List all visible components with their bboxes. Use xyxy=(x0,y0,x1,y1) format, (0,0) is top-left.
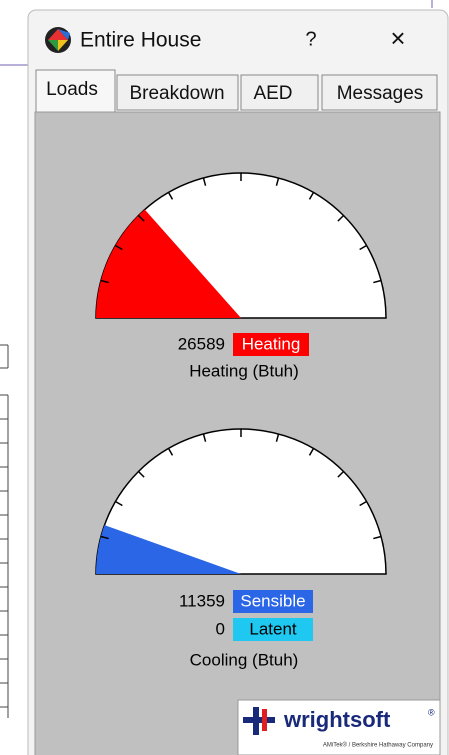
latent-tag: Latent xyxy=(249,619,297,638)
tab-active[interactable] xyxy=(35,69,116,113)
app-icon xyxy=(45,27,71,53)
tab[interactable] xyxy=(240,74,319,111)
logo-registered: ® xyxy=(428,707,435,717)
sensible-tag: Sensible xyxy=(240,591,305,610)
tab[interactable] xyxy=(116,74,239,111)
gauge-ticks xyxy=(100,429,382,540)
gauge-tick xyxy=(167,192,174,200)
tab[interactable] xyxy=(321,74,438,111)
sensible-value: 11359 xyxy=(179,591,225,610)
sensible-tag-bg xyxy=(233,590,313,613)
heating-value: 26589 xyxy=(178,334,225,353)
gauge-tick xyxy=(137,470,145,478)
gauge-tick xyxy=(373,535,382,540)
gauge-tick xyxy=(202,177,207,186)
gauge-tick xyxy=(137,214,145,222)
heating-tag: Heating xyxy=(242,334,301,353)
gauge-tick xyxy=(202,433,207,442)
logo-mark xyxy=(243,707,275,735)
tab-label[interactable]: Messages xyxy=(337,83,424,104)
cooling-wedge xyxy=(96,525,241,574)
gauge-ticks xyxy=(100,173,382,284)
tab-label[interactable]: Loads xyxy=(46,79,98,100)
gauge-tick xyxy=(275,177,280,186)
help-button[interactable]: ? xyxy=(305,28,316,50)
tab-label[interactable]: Breakdown xyxy=(129,83,224,104)
gauge-tick xyxy=(373,279,382,284)
gauge-tick xyxy=(308,192,315,200)
cooling-gauge xyxy=(95,428,387,575)
gauge-tick xyxy=(275,433,280,442)
cooling-caption: Cooling (Btuh) xyxy=(190,650,299,669)
latent-value: 0 xyxy=(216,619,225,638)
logo-box xyxy=(237,699,441,755)
gauge-tick xyxy=(100,535,109,540)
heating-wedge xyxy=(95,209,241,318)
gauge-tick xyxy=(115,500,123,507)
logo-name: wrightsoft xyxy=(283,707,391,732)
heating-tag-bg xyxy=(233,333,309,356)
gauge-tick xyxy=(359,500,367,507)
latent-tag-bg xyxy=(233,618,313,641)
gauge-tick xyxy=(115,244,123,251)
heating-caption: Heating (Btuh) xyxy=(189,361,299,380)
window-title: Entire House xyxy=(80,29,201,52)
close-button[interactable]: × xyxy=(390,23,405,53)
gauge-tick xyxy=(359,244,367,251)
gauge-tick xyxy=(337,214,345,222)
background-sheet xyxy=(0,0,433,718)
gauge-tick xyxy=(337,470,345,478)
logo-tagline: AMiTek® / Berkshire Hathaway Company xyxy=(323,742,433,749)
tab-label[interactable]: AED xyxy=(253,83,292,104)
gauge-tick xyxy=(308,448,315,456)
gauge-tick xyxy=(100,279,109,284)
gauge-tick xyxy=(167,448,174,456)
